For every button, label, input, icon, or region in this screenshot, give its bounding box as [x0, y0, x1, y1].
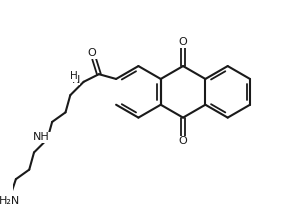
Text: H₂N: H₂N	[0, 196, 20, 206]
Text: O: O	[88, 48, 97, 58]
Text: N: N	[72, 75, 80, 85]
Text: H: H	[70, 71, 78, 81]
Text: O: O	[179, 37, 187, 47]
Text: O: O	[179, 136, 187, 147]
Text: NH: NH	[33, 132, 50, 142]
